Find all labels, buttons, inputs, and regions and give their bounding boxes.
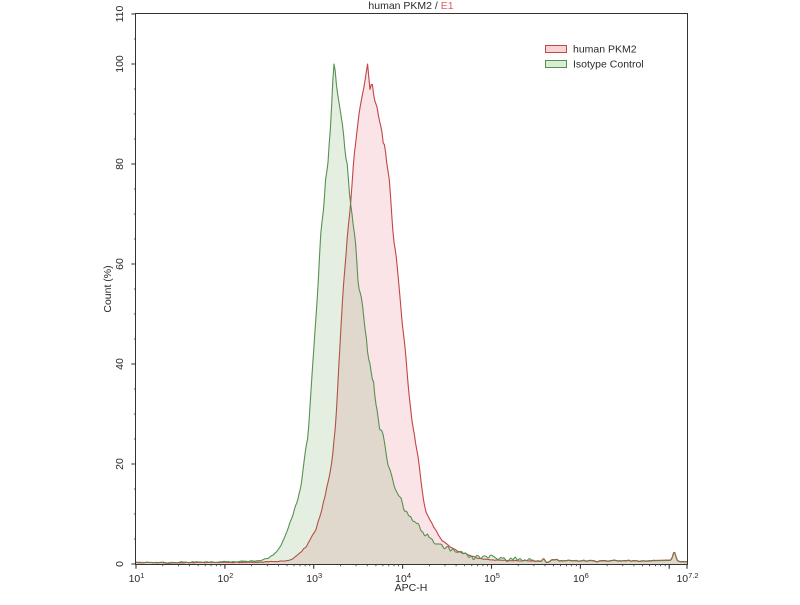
svg-text:110: 110 — [114, 5, 126, 22]
svg-text:APC-H: APC-H — [395, 582, 428, 594]
svg-text:40: 40 — [114, 358, 126, 370]
svg-text:Count (%): Count (%) — [102, 265, 114, 312]
svg-text:0: 0 — [114, 561, 126, 567]
svg-text:human PKM2: human PKM2 — [573, 44, 637, 56]
svg-text:80: 80 — [114, 158, 126, 170]
svg-text:60: 60 — [114, 258, 126, 270]
svg-text:20: 20 — [114, 458, 126, 470]
svg-text:human PKM2 / E1: human PKM2 / E1 — [368, 0, 453, 12]
svg-text:100: 100 — [114, 55, 126, 73]
svg-text:Isotype Control: Isotype Control — [573, 59, 644, 71]
